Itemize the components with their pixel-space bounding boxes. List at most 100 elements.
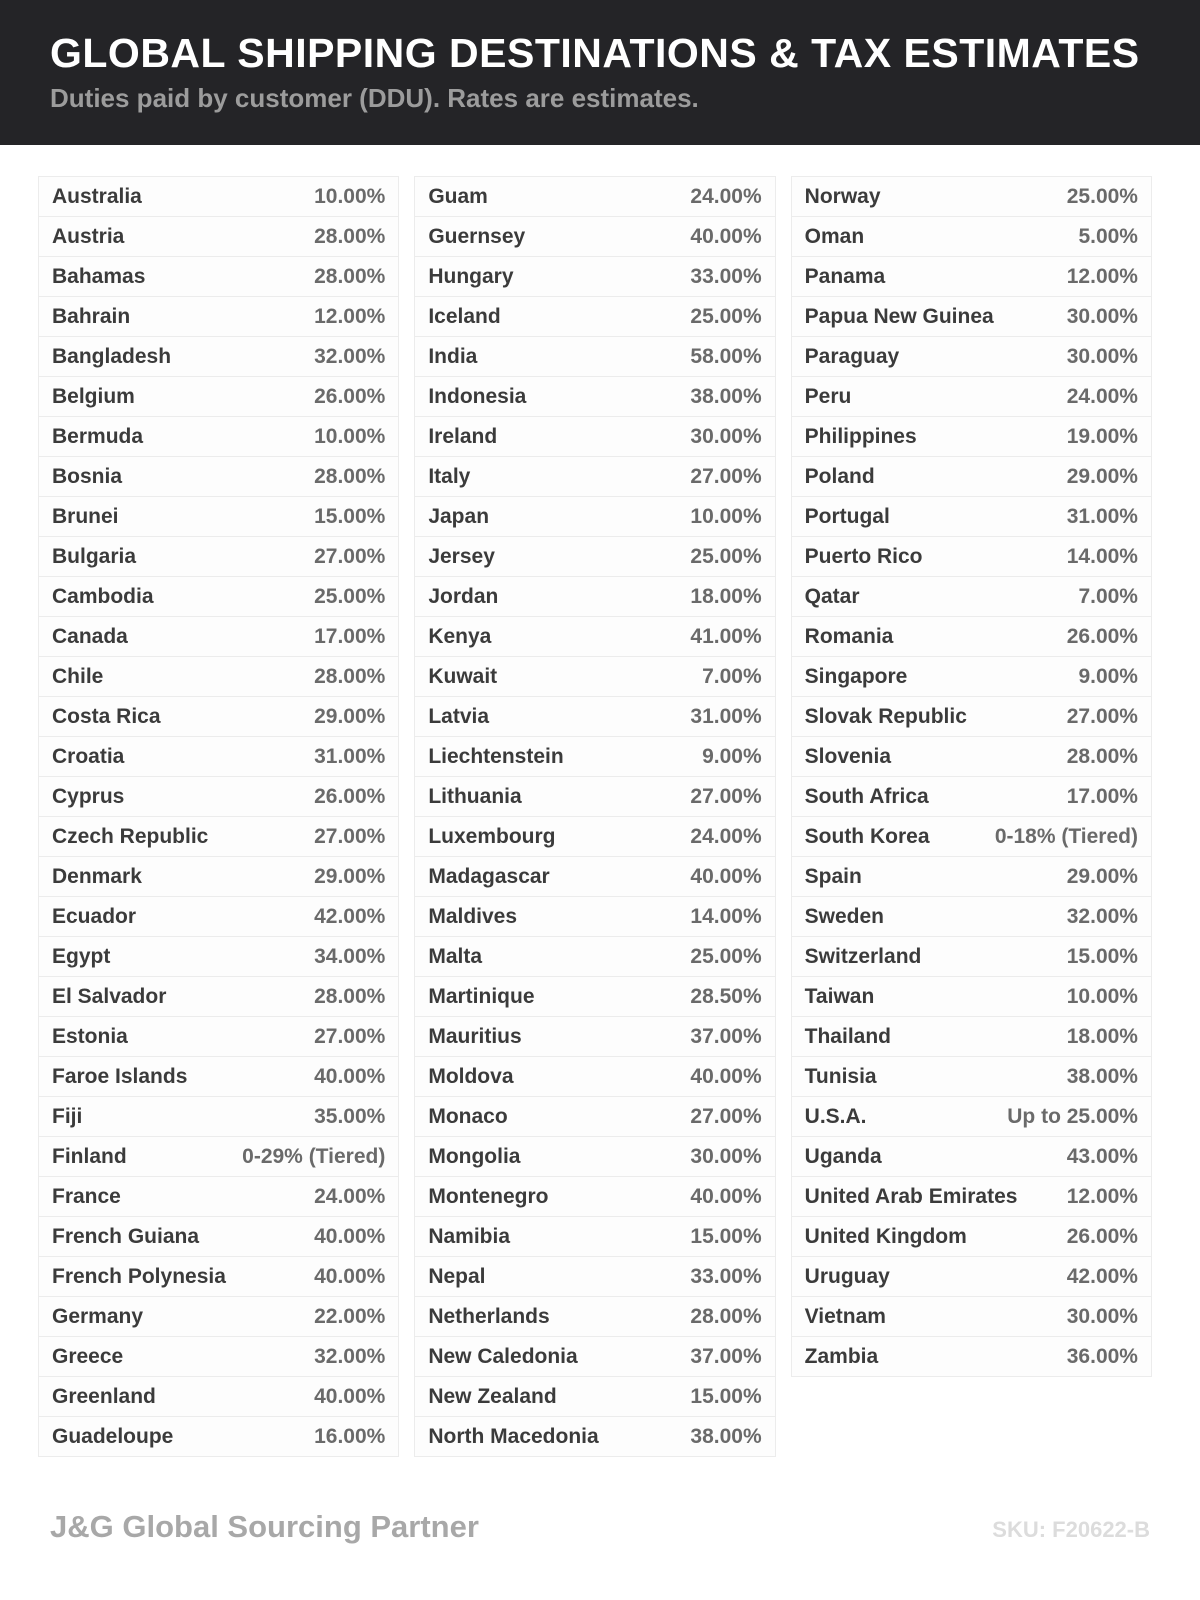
table-row: Mongolia 30.00%	[414, 1137, 776, 1177]
table-row: Netherlands 28.00%	[414, 1297, 776, 1337]
table-row: Fiji 35.00%	[38, 1097, 400, 1137]
rate-cell: 29.00%	[314, 864, 386, 888]
rate-cell: 10.00%	[314, 184, 386, 208]
country-cell: Austria	[52, 224, 125, 248]
rate-cell: 38.00%	[1066, 1064, 1138, 1088]
table-row: Bahamas 28.00%	[38, 257, 400, 297]
country-cell: Latvia	[428, 704, 490, 728]
rate-cell: 30.00%	[1066, 304, 1138, 328]
country-cell: Bangladesh	[52, 344, 172, 368]
rate-cell: 25.00%	[690, 944, 762, 968]
rate-cell: 16.00%	[314, 1424, 386, 1448]
country-cell: Malta	[428, 944, 483, 968]
table-row: Panama 12.00%	[790, 257, 1152, 297]
rate-cell: 27.00%	[690, 784, 762, 808]
table-row: Puerto Rico 14.00%	[790, 537, 1152, 577]
table-row: Namibia 15.00%	[414, 1217, 776, 1257]
country-cell: New Caledonia	[428, 1344, 578, 1368]
table-row: Uganda 43.00%	[790, 1137, 1152, 1177]
country-cell: Uganda	[804, 1144, 882, 1168]
table-row: Singapore 9.00%	[790, 657, 1152, 697]
rate-cell: 40.00%	[690, 1184, 762, 1208]
country-cell: Slovak Republic	[804, 704, 967, 728]
table-row: Zambia 36.00%	[790, 1337, 1152, 1377]
rate-cell: 27.00%	[314, 544, 386, 568]
rate-cell: 10.00%	[690, 504, 762, 528]
rate-cell: 27.00%	[314, 1024, 386, 1048]
table-row: Qatar 7.00%	[790, 577, 1152, 617]
country-cell: Lithuania	[428, 784, 522, 808]
table-row: Oman 5.00%	[790, 217, 1152, 257]
table-row: Japan 10.00%	[414, 497, 776, 537]
rate-cell: 42.00%	[1066, 1264, 1138, 1288]
table-row: Bahrain 12.00%	[38, 297, 400, 337]
country-cell: Bahrain	[52, 304, 131, 328]
rate-cell: 12.00%	[314, 304, 386, 328]
country-cell: Philippines	[804, 424, 917, 448]
table-row: Bulgaria 27.00%	[38, 537, 400, 577]
rate-cell: 14.00%	[690, 904, 762, 928]
table-row: Canada 17.00%	[38, 617, 400, 657]
country-cell: Paraguay	[804, 344, 900, 368]
country-cell: North Macedonia	[428, 1424, 599, 1448]
rate-cell: 18.00%	[690, 584, 762, 608]
rate-cell: 29.00%	[314, 704, 386, 728]
table-row: United Arab Emirates 12.00%	[790, 1177, 1152, 1217]
country-cell: Costa Rica	[52, 704, 161, 728]
country-cell: Vietnam	[804, 1304, 886, 1328]
rate-cell: 40.00%	[314, 1064, 386, 1088]
rate-cell: 40.00%	[690, 1064, 762, 1088]
country-cell: French Polynesia	[52, 1264, 226, 1288]
rate-cell: 28.00%	[1066, 744, 1138, 768]
table-row: Tunisia 38.00%	[790, 1057, 1152, 1097]
rate-cell: 24.00%	[314, 1184, 386, 1208]
table-row: Costa Rica 29.00%	[38, 697, 400, 737]
table-row: Germany 22.00%	[38, 1297, 400, 1337]
table-row: Mauritius 37.00%	[414, 1017, 776, 1057]
rate-cell: 31.00%	[690, 704, 762, 728]
rate-cell: 29.00%	[1066, 464, 1138, 488]
table-row: Switzerland 15.00%	[790, 937, 1152, 977]
table-row: Slovak Republic 27.00%	[790, 697, 1152, 737]
country-cell: Nepal	[428, 1264, 486, 1288]
rate-cell: 15.00%	[690, 1224, 762, 1248]
rate-cell: 34.00%	[314, 944, 386, 968]
table-row: Guadeloupe 16.00%	[38, 1417, 400, 1457]
country-cell: Papua New Guinea	[804, 304, 994, 328]
rate-cell: 28.50%	[690, 984, 762, 1008]
page-footer: J&G Global Sourcing Partner SKU: F20622-…	[0, 1509, 1200, 1545]
country-cell: Madagascar	[428, 864, 550, 888]
country-cell: Spain	[804, 864, 862, 888]
country-cell: Moldova	[428, 1064, 514, 1088]
page-header: GLOBAL SHIPPING DESTINATIONS & TAX ESTIM…	[0, 0, 1200, 145]
country-cell: Panama	[804, 264, 886, 288]
country-cell: Monaco	[428, 1104, 508, 1128]
rate-cell: 28.00%	[690, 1304, 762, 1328]
table-row: Peru 24.00%	[790, 377, 1152, 417]
rate-cell: 28.00%	[314, 984, 386, 1008]
rate-cell: 25.00%	[314, 584, 386, 608]
table-row: Thailand 18.00%	[790, 1017, 1152, 1057]
page-title: GLOBAL SHIPPING DESTINATIONS & TAX ESTIM…	[50, 30, 1140, 77]
country-cell: Guam	[428, 184, 488, 208]
table-row: Chile 28.00%	[38, 657, 400, 697]
country-cell: Singapore	[804, 664, 908, 688]
country-cell: Hungary	[428, 264, 514, 288]
rate-cell: 12.00%	[1066, 264, 1138, 288]
rate-cell: 28.00%	[314, 464, 386, 488]
rate-cell: 30.00%	[1066, 344, 1138, 368]
country-cell: Portugal	[804, 504, 890, 528]
rate-cell: 15.00%	[314, 504, 386, 528]
table-row: Jersey 25.00%	[414, 537, 776, 577]
rate-cell: 24.00%	[1066, 384, 1138, 408]
table-row: Poland 29.00%	[790, 457, 1152, 497]
table-row: India 58.00%	[414, 337, 776, 377]
table-row: Greece 32.00%	[38, 1337, 400, 1377]
brand-name: J&G Global Sourcing Partner	[50, 1509, 479, 1544]
country-cell: Greece	[52, 1344, 124, 1368]
table-row: Indonesia 38.00%	[414, 377, 776, 417]
country-cell: United Arab Emirates	[804, 1184, 1018, 1208]
country-cell: Greenland	[52, 1384, 156, 1408]
rate-cell: 7.00%	[702, 664, 762, 688]
country-cell: India	[428, 344, 478, 368]
